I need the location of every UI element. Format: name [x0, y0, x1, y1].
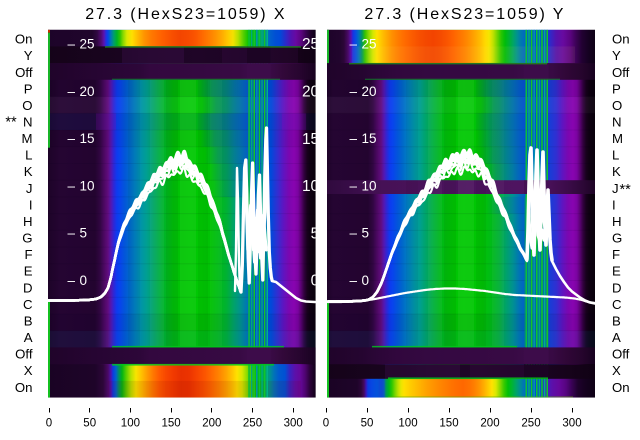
- svg-text:P: P: [24, 81, 33, 96]
- svg-text:20: 20: [80, 84, 95, 99]
- svg-text:C: C: [612, 297, 622, 312]
- svg-text:15: 15: [302, 131, 319, 148]
- svg-text:5: 5: [362, 226, 370, 241]
- svg-text:On: On: [15, 32, 33, 47]
- svg-text:–: –: [350, 273, 358, 288]
- svg-text:J: J: [26, 181, 33, 196]
- svg-text:D: D: [612, 280, 622, 295]
- svg-text:100: 100: [398, 417, 417, 429]
- svg-text:200: 200: [480, 417, 499, 429]
- svg-text:0: 0: [46, 417, 52, 429]
- svg-text:F: F: [24, 247, 32, 262]
- svg-text:X: X: [24, 363, 33, 378]
- svg-text:Y: Y: [24, 48, 33, 63]
- svg-text:M: M: [22, 131, 33, 146]
- svg-text:–: –: [350, 84, 358, 99]
- svg-text:L: L: [25, 148, 32, 163]
- svg-text:H: H: [23, 214, 33, 229]
- svg-text:–: –: [350, 178, 358, 193]
- svg-text:X: X: [612, 363, 621, 378]
- svg-text:G: G: [612, 231, 622, 246]
- svg-text:E: E: [24, 264, 33, 279]
- svg-text:5: 5: [80, 226, 88, 241]
- svg-text:0: 0: [311, 273, 320, 290]
- svg-text:20: 20: [362, 84, 377, 99]
- svg-text:F: F: [612, 247, 620, 262]
- svg-text:0: 0: [362, 273, 370, 288]
- svg-text:15: 15: [362, 131, 377, 146]
- svg-text:–: –: [68, 226, 76, 241]
- svg-text:300: 300: [562, 417, 581, 429]
- svg-text:N: N: [23, 115, 33, 130]
- svg-text:27.3 (HexS23=1059) X: 27.3 (HexS23=1059) X: [85, 6, 286, 23]
- svg-text:–: –: [68, 178, 76, 193]
- svg-text:–: –: [68, 131, 76, 146]
- svg-text:I: I: [29, 197, 33, 212]
- svg-text:100: 100: [121, 417, 140, 429]
- svg-text:O: O: [612, 98, 622, 113]
- svg-text:H: H: [612, 214, 622, 229]
- svg-text:5: 5: [311, 225, 320, 242]
- svg-text:Off: Off: [612, 347, 630, 362]
- svg-text:–: –: [68, 84, 76, 99]
- svg-text:On: On: [15, 380, 33, 395]
- svg-text:P: P: [612, 81, 621, 96]
- svg-text:150: 150: [162, 417, 181, 429]
- svg-text:250: 250: [243, 417, 262, 429]
- svg-text:–: –: [68, 273, 76, 288]
- svg-text:**: **: [5, 115, 17, 131]
- svg-text:I: I: [612, 197, 616, 212]
- svg-text:G: G: [22, 231, 32, 246]
- svg-text:10: 10: [80, 178, 95, 193]
- svg-text:E: E: [612, 264, 621, 279]
- svg-text:27.3 (HexS23=1059) Y: 27.3 (HexS23=1059) Y: [364, 6, 565, 23]
- svg-text:D: D: [23, 280, 33, 295]
- svg-text:On: On: [612, 380, 630, 395]
- svg-text:–: –: [350, 37, 358, 52]
- svg-text:B: B: [24, 314, 33, 329]
- svg-text:K: K: [24, 164, 33, 179]
- svg-text:20: 20: [302, 84, 320, 101]
- svg-text:150: 150: [439, 417, 458, 429]
- svg-text:Off: Off: [612, 65, 630, 80]
- svg-text:250: 250: [521, 417, 540, 429]
- svg-text:25: 25: [362, 37, 377, 52]
- svg-text:B: B: [612, 314, 621, 329]
- svg-text:50: 50: [83, 417, 96, 429]
- svg-text:A: A: [24, 330, 33, 345]
- svg-text:O: O: [22, 98, 32, 113]
- svg-text:N: N: [612, 115, 622, 130]
- svg-text:25: 25: [80, 37, 95, 52]
- svg-text:A: A: [612, 330, 621, 345]
- svg-text:**: **: [620, 182, 632, 198]
- svg-text:0: 0: [80, 273, 88, 288]
- svg-text:C: C: [23, 297, 33, 312]
- svg-text:J: J: [612, 181, 619, 196]
- svg-text:0: 0: [323, 417, 329, 429]
- svg-text:K: K: [612, 164, 621, 179]
- svg-text:10: 10: [302, 178, 320, 195]
- svg-text:Off: Off: [15, 347, 33, 362]
- svg-text:–: –: [350, 226, 358, 241]
- svg-text:15: 15: [80, 131, 95, 146]
- svg-text:On: On: [612, 32, 630, 47]
- svg-text:L: L: [612, 148, 619, 163]
- svg-text:M: M: [612, 131, 623, 146]
- svg-text:–: –: [350, 131, 358, 146]
- svg-text:Y: Y: [612, 48, 621, 63]
- svg-text:200: 200: [202, 417, 221, 429]
- svg-text:25: 25: [302, 36, 319, 53]
- svg-text:Off: Off: [15, 65, 33, 80]
- svg-text:–: –: [68, 37, 76, 52]
- svg-text:10: 10: [362, 178, 377, 193]
- svg-text:300: 300: [284, 417, 303, 429]
- svg-text:50: 50: [361, 417, 374, 429]
